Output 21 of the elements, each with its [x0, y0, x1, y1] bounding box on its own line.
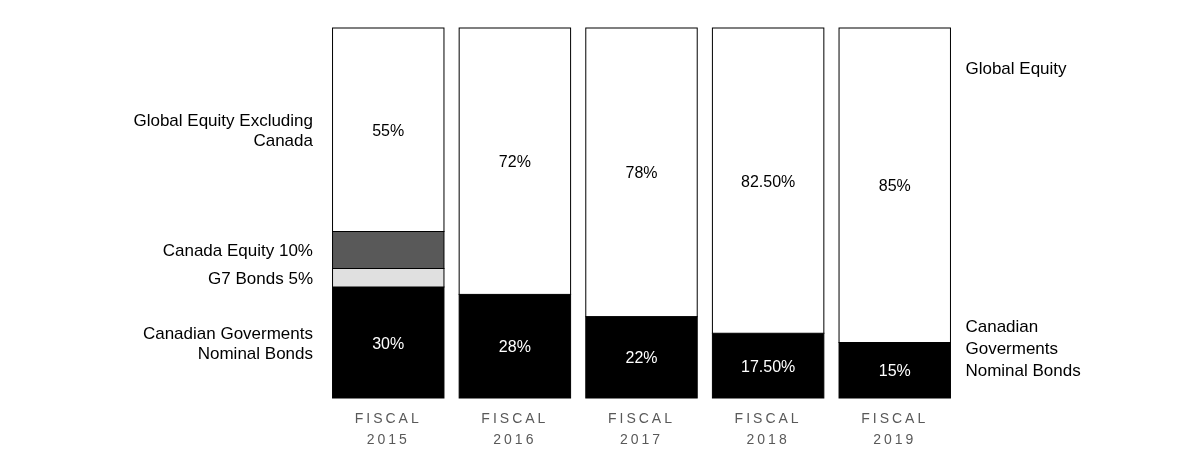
series-label: Global Equity Excluding Canada — [133, 110, 314, 150]
data-label: 17.50% — [740, 357, 796, 375]
data-label: 22% — [625, 349, 658, 367]
x-tick-label: FISCAL 2019 — [861, 410, 929, 447]
data-label: 28% — [498, 338, 531, 356]
data-label: 55% — [372, 121, 405, 139]
series-label: Canada Equity 10% — [162, 241, 313, 260]
x-tick-label: FISCAL 2017 — [607, 410, 676, 447]
data-label: 15% — [878, 362, 911, 380]
x-tick-label: FISCAL 2018 — [734, 410, 802, 447]
data-label: 72% — [498, 153, 531, 171]
data-label: 78% — [625, 164, 658, 182]
data-label: 85% — [878, 177, 911, 195]
series-label: Canadian Goverments Nominal Bonds — [142, 323, 313, 363]
text: Global Equity — [965, 59, 1068, 78]
x-tick-label: FISCAL 2015 — [354, 410, 422, 447]
x-tick-label: FISCAL 2016 — [481, 410, 549, 447]
text: Canadian Goverments Nominal Bonds — [965, 317, 1081, 380]
data-label: 30% — [372, 334, 405, 352]
data-label: 82.50% — [740, 172, 796, 190]
series-label: G7 Bonds 5% — [208, 268, 313, 288]
